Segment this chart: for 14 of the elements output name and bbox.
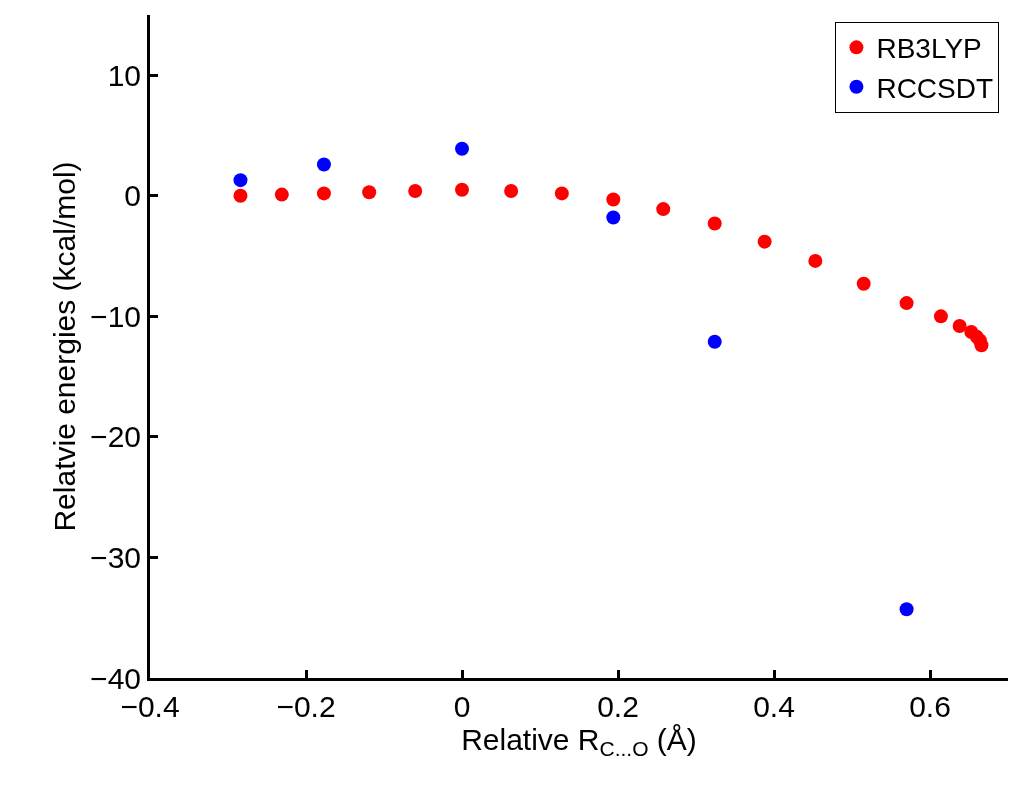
y-tick-label: 10	[107, 58, 141, 92]
x-axis-title: Relative R$_{C...O}$ (Å)	[461, 723, 697, 761]
y-tick-label: −20	[90, 420, 141, 454]
y-tick-label: 0	[124, 179, 141, 213]
x-tick-label: 0.2	[597, 690, 639, 723]
y-tick-label: −30	[90, 540, 141, 574]
x-tick-label: −0.2	[276, 690, 336, 723]
x-tick-label: 0.6	[909, 690, 951, 723]
x-tick-label: 0	[453, 690, 471, 723]
legend-label: RCCSDT	[876, 72, 994, 104]
y-tick-label: −10	[90, 299, 141, 333]
legend-label: RB3LYP	[876, 33, 982, 65]
y-axis-title: Relatvie energies (kcal/mol)	[48, 161, 82, 532]
x-tick-label: 0.4	[753, 690, 795, 723]
